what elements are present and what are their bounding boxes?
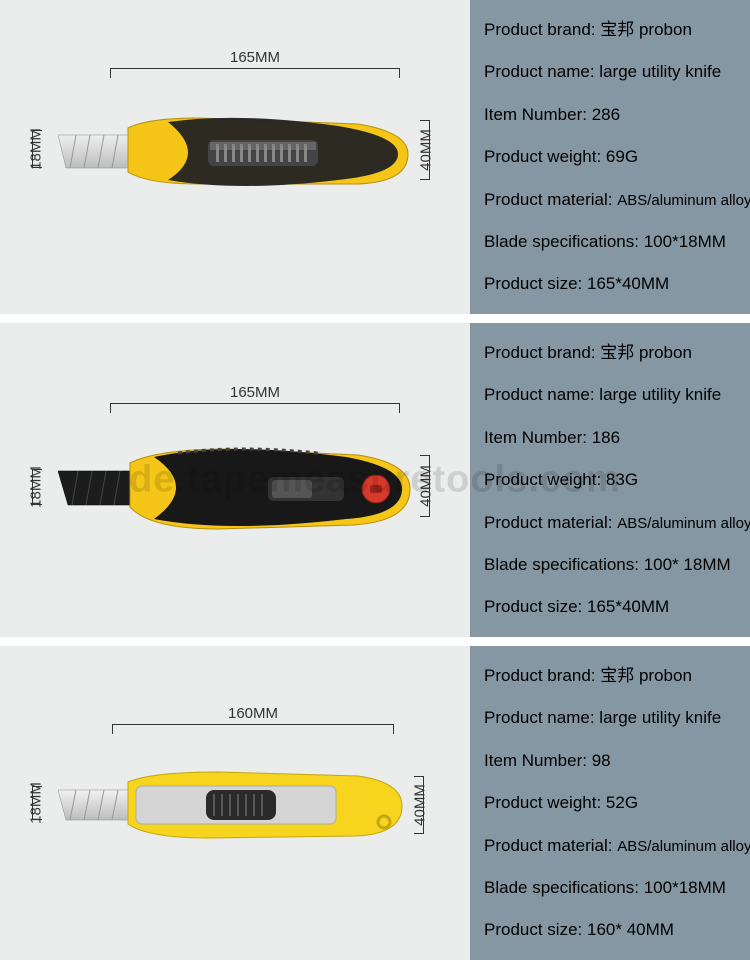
spec-area: Product brand: 宝邦 probon Product name: l… — [470, 646, 750, 960]
dimension-height: 40MM — [420, 120, 430, 180]
product-image-area: 165MM 40MM 18MM — [0, 323, 470, 637]
spec-size: Product size: 160* 40MM — [484, 920, 736, 940]
spec-material: Product material: ABS/aluminum alloy — [484, 190, 736, 210]
dimension-blade-height: 18MM — [32, 130, 42, 168]
dimension-blade-height: 18MM — [32, 469, 42, 505]
spec-item: Item Number: 98 — [484, 751, 736, 771]
spec-blade: Blade specifications: 100*18MM — [484, 232, 736, 252]
spec-blade: Blade specifications: 100*18MM — [484, 878, 736, 898]
spec-name: Product name: large utility knife — [484, 385, 736, 405]
dimension-height: 40MM — [420, 455, 430, 517]
dimension-length-label: 165MM — [230, 384, 280, 401]
spec-name: Product name: large utility knife — [484, 62, 736, 82]
spec-area: Product brand: 宝邦 probon Product name: l… — [470, 323, 750, 637]
spec-weight: Product weight: 52G — [484, 793, 736, 813]
knife-illustration — [58, 110, 418, 200]
spec-size: Product size: 165*40MM — [484, 274, 736, 294]
spec-blade: Blade specifications: 100* 18MM — [484, 555, 736, 575]
dimension-height: 40MM — [414, 776, 424, 834]
dimension-length-label: 160MM — [228, 705, 278, 722]
spec-brand: Product brand: 宝邦 probon — [484, 343, 736, 363]
spec-material: Product material: ABS/aluminum alloy — [484, 836, 736, 856]
dimension-height-label: 40MM — [412, 784, 429, 826]
dimension-blade-height: 18MM — [32, 786, 42, 820]
spec-material: Product material: ABS/aluminum alloy — [484, 513, 736, 533]
dimension-height-label: 40MM — [418, 465, 435, 507]
spec-item: Item Number: 286 — [484, 105, 736, 125]
spec-weight: Product weight: 83G — [484, 470, 736, 490]
spec-name: Product name: large utility knife — [484, 708, 736, 728]
knife-illustration — [58, 764, 410, 854]
spec-weight: Product weight: 69G — [484, 147, 736, 167]
product-image-area: 165MM 40MM 18MM — [0, 0, 470, 314]
dimension-height-label: 40MM — [418, 129, 435, 171]
spec-brand: Product brand: 宝邦 probon — [484, 20, 736, 40]
spec-area: Product brand: 宝邦 probon Product name: l… — [470, 0, 750, 314]
spec-item: Item Number: 186 — [484, 428, 736, 448]
product-panel: 165MM 40MM 18MM P — [0, 323, 750, 637]
dimension-length: 165MM — [110, 403, 400, 413]
dimension-length: 160MM — [112, 724, 394, 734]
dimension-length: 165MM — [110, 68, 400, 78]
dimension-blade-height-label: 18MM — [27, 782, 44, 824]
dimension-length-label: 165MM — [230, 49, 280, 66]
knife-illustration — [58, 443, 418, 543]
product-panel: 165MM 40MM 18MM — [0, 0, 750, 314]
product-panel: 160MM 40MM 18MM — [0, 646, 750, 960]
product-image-area: 160MM 40MM 18MM — [0, 646, 470, 960]
dimension-blade-height-label: 18MM — [27, 466, 44, 508]
spec-size: Product size: 165*40MM — [484, 597, 736, 617]
dimension-blade-height-label: 18MM — [27, 128, 44, 170]
spec-brand: Product brand: 宝邦 probon — [484, 666, 736, 686]
